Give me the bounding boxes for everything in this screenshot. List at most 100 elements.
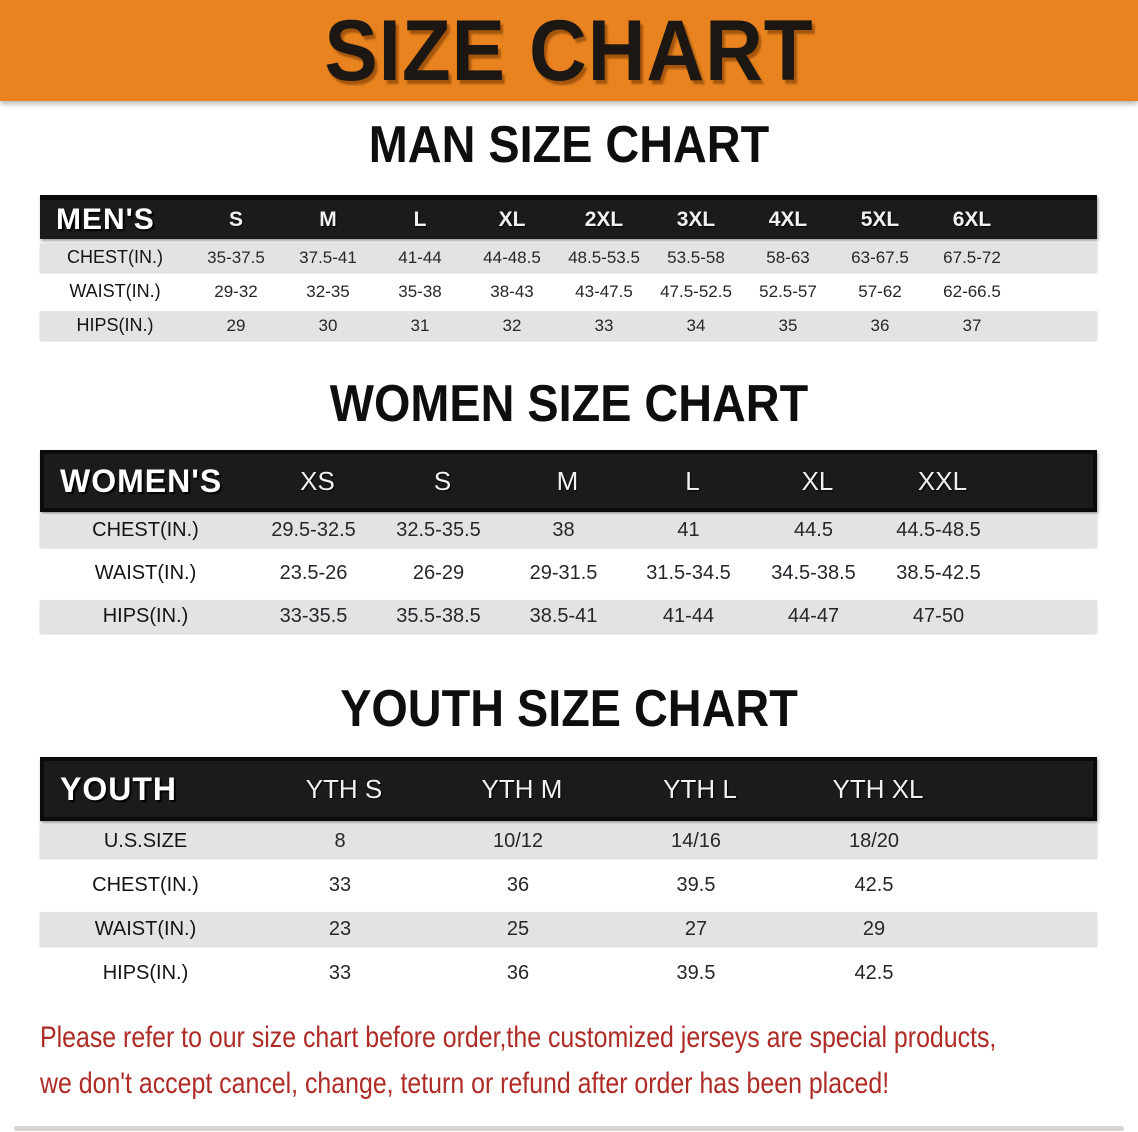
youth-section-title: YOUTH SIZE CHART [340,680,798,738]
measurement-value: 62-66.5 [943,281,1001,301]
measurement-value: 38 [552,519,575,541]
measurement-value: 41 [677,519,700,541]
table-row: WAIST(IN.) 23 25 27 29 [40,912,1097,946]
size-column-header: 2XL [584,207,624,231]
measurement-value: 25 [506,917,530,940]
table-group-label: MEN'S [56,202,155,236]
row-measure-label: CHEST(IN.) [67,247,163,267]
row-measure-label: WAIST(IN.) [94,562,197,584]
measurement-value: 43-47.5 [575,281,633,301]
measurement-value: 41-44 [398,247,442,267]
men-section-title: MAN SIZE CHART [368,116,770,174]
size-chart-banner: SIZE CHART [0,0,1138,101]
table-group-label: YOUTH [60,770,177,807]
banner-title: SIZE CHART [324,2,814,99]
table-row: CHEST(IN.) 35-37.5 37.5-41 41-44 44-48.5 48.5… [40,243,1097,272]
table-row: HIPS(IN.) 29 30 31 32 33 34 35 36 37 [40,311,1097,340]
measurement-value: 57-62 [858,281,902,301]
row-measure-label: WAIST(IN.) [69,281,161,301]
measurement-value: 52.5-57 [759,281,817,301]
measurement-value: 37 [962,315,982,335]
size-column-header: YTH L [663,773,737,804]
measurement-value: 34 [686,315,706,335]
measurement-value: 44.5-48.5 [896,519,981,541]
row-measure-label: CHEST(IN.) [92,519,199,541]
row-measure-label: HIPS(IN.) [76,315,154,335]
measurement-value: 37.5-41 [299,247,357,267]
measurement-value: 31.5-34.5 [646,562,731,584]
measurement-value: 36 [506,961,530,984]
size-column-header: 6XL [952,207,992,231]
measurement-value: 23.5-26 [279,562,348,584]
size-column-header: M [556,465,579,496]
size-column-header: 3XL [676,207,716,231]
measurement-value: 36 [870,315,890,335]
measurement-value: 14/16 [670,829,722,852]
table-header-row: MEN'S S M L XL 2XL 3XL 4XL 5XL 6XL [40,195,1097,239]
disclaimer-line-1: Please refer to our size chart before or… [40,1021,997,1054]
measurement-value: 38-43 [490,281,534,301]
size-column-header: L [413,207,427,231]
size-column-header: XL [801,465,834,496]
measurement-value: 26-29 [412,562,465,584]
youth-size-section: YOUTH SIZE CHART YOUTH YTH S YTH M YTH L YTH… [0,683,1138,990]
measurement-value: 48.5-53.5 [568,247,640,267]
measurement-value: 44.5 [794,519,833,541]
size-column-header: M [319,207,337,231]
women-size-table: WOMEN'S XS S M L XL XXL CHEST(IN.) 29.5-32.5 32.5… [40,450,1097,633]
measurement-value: 33 [328,873,352,896]
table-row: CHEST(IN.) 29.5-32.5 32.5-35.5 38 41 44.5 44.5… [40,514,1097,547]
measurement-value: 23 [328,917,352,940]
table-row: WAIST(IN.) 29-32 32-35 35-38 38-43 43-47.5 47.… [40,277,1097,306]
women-size-section: WOMEN SIZE CHART WOMEN'S XS S M L XL XXL CHEST(… [0,378,1138,633]
measurement-value: 47.5-52.5 [660,281,732,301]
men-size-section: MAN SIZE CHART MEN'S S M L XL 2XL 3XL 4XL 5XL 6XL… [0,119,1138,340]
measurement-value: 33-35.5 [279,605,348,627]
row-measure-label: WAIST(IN.) [94,917,197,940]
measurement-value: 35 [778,315,798,335]
women-section-title: WOMEN SIZE CHART [329,375,809,433]
measurement-value: 29 [862,917,886,940]
table-header-row: WOMEN'S XS S M L XL XXL [40,450,1097,512]
measurement-value: 29 [226,315,246,335]
table-row: WAIST(IN.) 23.5-26 26-29 29-31.5 31.5-34.5 34… [40,557,1097,590]
measurement-value: 47-50 [912,605,965,627]
measurement-value: 35.5-38.5 [396,605,481,627]
table-row: HIPS(IN.) 33 36 39.5 42.5 [40,956,1097,990]
measurement-value: 44-47 [787,605,840,627]
size-column-header: L [685,465,700,496]
measurement-value: 39.5 [676,873,716,896]
size-column-header: S [433,465,452,496]
row-measure-label: U.S.SIZE [103,829,188,852]
measurement-value: 18/20 [848,829,900,852]
size-column-header: XXL [917,465,968,496]
bottom-edge-shadow [14,1126,1124,1131]
measurement-value: 33 [594,315,614,335]
measurement-value: 39.5 [676,961,716,984]
row-measure-label: HIPS(IN.) [102,961,189,984]
measurement-value: 29-32 [214,281,258,301]
measurement-value: 35-38 [398,281,442,301]
measurement-value: 41-44 [662,605,715,627]
size-column-header: S [228,207,243,231]
table-group-label: WOMEN'S [60,462,223,499]
measurement-value: 30 [318,315,338,335]
measurement-value: 8 [334,829,346,852]
measurement-value: 31 [410,315,430,335]
measurement-value: 63-67.5 [851,247,909,267]
size-column-header: XL [498,207,526,231]
row-measure-label: HIPS(IN.) [102,605,189,627]
measurement-value: 32.5-35.5 [396,519,481,541]
measurement-value: 33 [328,961,352,984]
row-measure-label: CHEST(IN.) [92,873,199,896]
measurement-value: 10/12 [492,829,544,852]
measurement-value: 29-31.5 [529,562,598,584]
measurement-value: 36 [506,873,530,896]
youth-size-table: YOUTH YTH S YTH M YTH L YTH XL U.S.SIZE 8 10/12… [40,757,1097,990]
measurement-value: 35-37.5 [207,247,265,267]
measurement-value: 38.5-42.5 [896,562,981,584]
size-column-header: 4XL [768,207,808,231]
measurement-value: 67.5-72 [943,247,1001,267]
disclaimer-line-2: we don't accept cancel, change, teturn o… [40,1067,890,1100]
measurement-value: 32-35 [306,281,350,301]
